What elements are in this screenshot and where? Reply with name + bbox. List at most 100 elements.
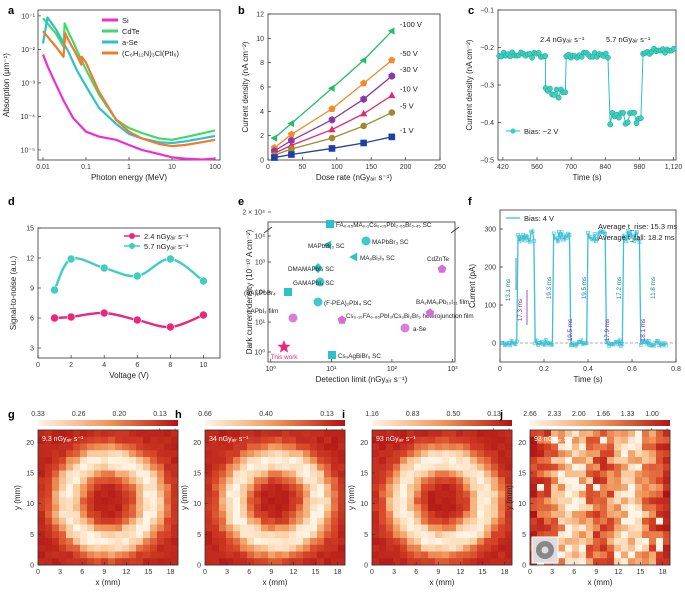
heatmap-cell — [94, 524, 102, 532]
heatmap-cell — [530, 470, 538, 478]
heatmap-cell — [572, 450, 580, 458]
heatmap-cell — [129, 538, 137, 546]
x-tick-label: 100 — [331, 164, 343, 171]
heatmap-cell — [268, 504, 276, 512]
heatmap-cell — [586, 524, 594, 532]
rise-time-label: 19.5 ms — [581, 277, 588, 299]
heatmap-cell — [642, 544, 650, 552]
heatmap-cell — [372, 511, 380, 519]
heatmap-cell — [143, 497, 151, 505]
heatmap-cell — [544, 470, 552, 478]
y-tick-label: 0 — [364, 563, 368, 570]
heatmap-cell — [572, 430, 580, 438]
heatmap-cell — [115, 531, 123, 539]
data-point — [584, 341, 589, 346]
heatmap-cell — [247, 484, 255, 492]
heatmap-cell — [226, 463, 234, 471]
data-point — [562, 237, 567, 242]
heatmap-cell — [607, 517, 615, 525]
heatmap-cell — [240, 457, 248, 465]
y-tick-label: −0.2 — [480, 45, 494, 52]
heatmap-cell — [614, 524, 622, 532]
heatmap-cell — [470, 511, 478, 519]
heatmap-cell — [607, 484, 615, 492]
heatmap-cell — [303, 450, 311, 458]
heatmap-cell — [537, 463, 545, 471]
heatmap-cell — [530, 430, 538, 438]
heatmap-cell — [164, 484, 172, 492]
heatmap-cell — [635, 544, 643, 552]
heatmap-cell — [484, 470, 492, 478]
data-point — [528, 239, 532, 244]
heatmap-cell — [226, 450, 234, 458]
heatmap-cell — [247, 504, 255, 512]
heatmap-cell — [164, 551, 172, 559]
heatmap-cell — [240, 490, 248, 498]
heatmap-cell — [621, 450, 629, 458]
data-point — [551, 231, 556, 236]
heatmap-cell — [551, 470, 559, 478]
heatmap-cell — [456, 504, 464, 512]
data-point — [633, 120, 640, 127]
heatmap-cell — [635, 538, 643, 546]
heatmap-cell — [477, 436, 485, 444]
legend-marker — [129, 243, 135, 249]
heatmap-cell — [428, 497, 436, 505]
x-tick-label: 9 — [269, 569, 273, 576]
x-tick-label: 15 — [637, 569, 645, 576]
heatmap-cell — [463, 490, 471, 498]
heatmap-cell — [379, 450, 387, 458]
heatmap-cell — [205, 463, 213, 471]
heatmap-cell — [386, 470, 394, 478]
heatmap-cell — [150, 538, 158, 546]
heatmap-cell — [621, 504, 629, 512]
heatmap-cell — [115, 463, 123, 471]
heatmap-cell — [600, 497, 608, 505]
panel-letter-d: d — [8, 196, 15, 208]
heatmap-cell — [205, 504, 213, 512]
heatmap-cell — [52, 436, 60, 444]
heatmap-cell — [435, 497, 443, 505]
heatmap-cell — [108, 558, 116, 566]
heatmap-cell — [310, 538, 318, 546]
heatmap-cell — [656, 490, 664, 498]
data-point — [199, 310, 208, 320]
heatmap-cell — [268, 538, 276, 546]
heatmap-cell — [656, 484, 664, 492]
heatmap-cell — [491, 484, 499, 492]
y-tick-label: 15 — [360, 470, 368, 477]
heatmap-cell — [171, 524, 179, 532]
y-tick-label: 9 — [30, 286, 34, 293]
heatmap-cell — [642, 531, 650, 539]
heatmap-cell — [52, 450, 60, 458]
heatmap-cell — [310, 484, 318, 492]
heatmap-cell — [649, 531, 657, 539]
heatmap-cell — [171, 477, 179, 485]
heatmap-cell — [656, 457, 664, 465]
heatmap-cell — [122, 551, 130, 559]
heatmap-cell — [442, 551, 450, 559]
data-point — [656, 339, 660, 343]
heatmap-cell — [101, 504, 109, 512]
heatmap-cell — [80, 524, 88, 532]
heatmap-cell — [593, 511, 601, 519]
heatmap-cell — [303, 551, 311, 559]
heatmap-cell — [544, 504, 552, 512]
heatmap-cell — [565, 524, 573, 532]
heatmap-cell — [129, 511, 137, 519]
heatmap-cell — [282, 504, 290, 512]
heatmap-cell — [247, 538, 255, 546]
heatmap-cell — [400, 531, 408, 539]
heatmap-cell — [66, 490, 74, 498]
heatmap-cell — [317, 490, 325, 498]
series-line-Si — [41, 54, 216, 161]
colorbar-tick: 0.13 — [153, 411, 167, 418]
heatmap-cell — [219, 538, 227, 546]
heatmap-cell — [115, 511, 123, 519]
heatmap-cell — [558, 517, 566, 525]
y-tick-label: 10 — [193, 501, 201, 508]
heatmap-cell — [379, 558, 387, 566]
heatmap-cell — [94, 551, 102, 559]
heatmap-cell — [115, 517, 123, 525]
heatmap-cell — [240, 517, 248, 525]
